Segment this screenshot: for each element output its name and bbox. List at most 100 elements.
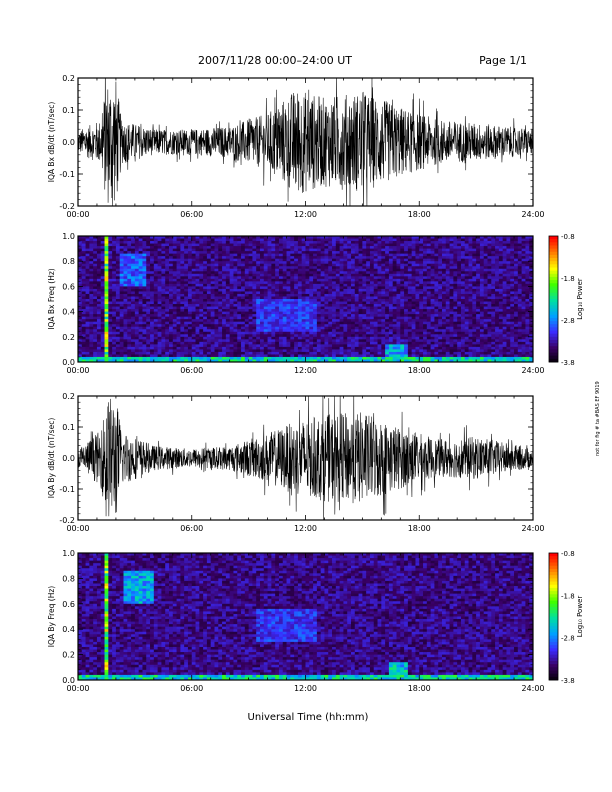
spectrogram-cell xyxy=(218,324,223,328)
spectrogram-cell xyxy=(85,346,90,350)
spectrogram-cell xyxy=(313,268,318,272)
spectrogram-cell xyxy=(260,359,265,362)
spectrogram-cell xyxy=(290,311,295,315)
spectrogram-cell xyxy=(104,261,109,265)
spectrogram-cell xyxy=(134,273,140,277)
spectrogram-cell xyxy=(316,251,322,255)
spectrogram-cell xyxy=(237,286,242,290)
spectrogram-cell xyxy=(256,266,261,270)
spectrogram-cell xyxy=(180,336,185,340)
spectrogram-cell xyxy=(142,311,147,315)
spectrogram-cell xyxy=(244,306,250,310)
spectrogram-cell xyxy=(267,336,272,340)
spectrogram-cell xyxy=(222,341,227,345)
spectrogram-cell xyxy=(267,331,272,335)
spectrogram-cell xyxy=(225,359,231,362)
spectrogram-cell xyxy=(195,299,200,302)
spectrogram-cell xyxy=(407,304,413,307)
spectrogram-cell xyxy=(423,291,428,295)
spectrogram-cell xyxy=(195,278,200,282)
spectrogram-cell xyxy=(381,336,386,340)
spectrogram-cell xyxy=(93,306,98,310)
spectrogram-cell xyxy=(316,288,322,292)
spectrogram-cell xyxy=(320,359,325,362)
spectrogram-cell xyxy=(347,321,352,325)
spectrogram-cell xyxy=(316,336,322,340)
spectrogram-cell xyxy=(290,263,295,267)
spectrogram-cell xyxy=(301,278,306,282)
spectrogram-cell xyxy=(282,296,287,300)
spectrogram-cell xyxy=(305,296,310,300)
spectrogram-cell xyxy=(237,256,242,260)
spectrogram-cell xyxy=(309,356,314,360)
spectrogram-cell xyxy=(78,293,83,297)
spectrogram-cell xyxy=(104,319,109,323)
spectrogram-cell xyxy=(282,286,287,290)
spectrogram-cell xyxy=(377,301,382,305)
spectrogram-cell xyxy=(123,273,128,277)
spectrogram-cell xyxy=(153,251,159,255)
spectrogram-cell xyxy=(104,263,109,267)
spectrogram-cell xyxy=(309,304,314,307)
spectrogram-cell xyxy=(354,273,359,277)
spectrogram-cell xyxy=(442,291,447,295)
spectrogram-cell xyxy=(169,324,174,328)
spectrogram-cell xyxy=(423,246,428,249)
spectrogram-cell xyxy=(377,293,382,297)
spectrogram-cell xyxy=(150,276,155,280)
spectrogram-cell xyxy=(381,261,386,265)
spectrogram-cell xyxy=(354,356,359,360)
spectrogram-cell xyxy=(115,319,121,323)
spectrogram-cell xyxy=(385,253,390,257)
spectrogram-cell xyxy=(381,339,386,343)
spectrogram-cell xyxy=(263,263,268,267)
spectrogram-cell xyxy=(282,321,287,325)
spectrogram-cell xyxy=(248,346,253,350)
spectrogram-cell xyxy=(362,324,367,328)
spectrogram-cell xyxy=(294,324,299,328)
spectrogram-cell xyxy=(358,266,363,270)
spectrogram-cell xyxy=(442,351,447,355)
spectrogram-cell xyxy=(294,331,299,335)
spectrogram-cell xyxy=(252,238,257,242)
spectrogram-cell xyxy=(252,243,257,247)
spectrogram-cell xyxy=(252,314,257,318)
spectrogram-cell xyxy=(260,304,265,307)
spectrogram-cell xyxy=(392,236,397,239)
spectrogram-cell xyxy=(165,331,170,335)
spectrogram-cell xyxy=(301,248,306,252)
spectrogram-cell xyxy=(127,349,132,353)
spectrogram-cell xyxy=(191,243,196,247)
spectrogram-cell xyxy=(385,243,390,247)
spectrogram-cell xyxy=(157,248,162,252)
spectrogram-cell xyxy=(203,293,208,297)
spectrogram-cell xyxy=(316,326,322,330)
spectrogram-cell xyxy=(381,293,386,297)
spectrogram-cell xyxy=(134,321,140,325)
spectrogram-cell xyxy=(123,356,128,360)
spectrogram-cell xyxy=(214,319,219,323)
spectrogram-cell xyxy=(237,248,242,252)
spectrogram-cell xyxy=(335,241,341,244)
spectrogram-cell xyxy=(96,341,102,345)
spectrogram-cell xyxy=(423,258,428,262)
spectrogram-cell xyxy=(184,326,189,330)
spectrogram-cell xyxy=(320,346,325,350)
spectrogram-cell xyxy=(146,271,151,275)
spectrogram-cell xyxy=(104,304,109,307)
spectrogram-cell xyxy=(165,299,170,302)
spectrogram-cell xyxy=(362,271,367,275)
spectrogram-cell xyxy=(423,263,428,267)
spectrogram-cell xyxy=(119,334,124,338)
spectrogram-cell xyxy=(165,236,170,239)
spectrogram-cell xyxy=(172,306,177,310)
spectrogram-cell xyxy=(423,261,428,265)
spectrogram-cell xyxy=(343,301,348,305)
spectrogram-cell xyxy=(316,321,322,325)
spectrogram-cell xyxy=(93,243,98,247)
spectrogram-cell xyxy=(347,329,352,333)
spectrogram-cell xyxy=(354,309,359,312)
spectrogram-cell xyxy=(119,356,124,360)
spectrogram-cell xyxy=(339,263,344,267)
spectrogram-cell xyxy=(419,278,424,282)
